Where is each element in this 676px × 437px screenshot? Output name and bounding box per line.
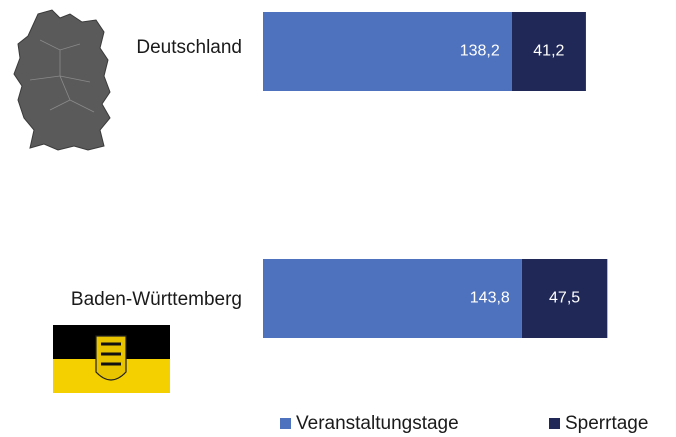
bw-flag [53, 325, 170, 393]
bar-segment [511, 12, 586, 91]
category-label: Deutschland [136, 37, 242, 58]
value-label: 47,5 [549, 290, 580, 307]
legend-label: Sperrtage [565, 413, 648, 434]
value-label: 143,8 [470, 290, 510, 307]
bar-segment [263, 259, 522, 338]
legend-swatch [549, 418, 560, 429]
germany-map [13, 9, 111, 151]
bar-segment [263, 12, 512, 91]
value-label: 41,2 [533, 43, 564, 60]
category-label: Baden-Württemberg [71, 289, 242, 310]
bar-segment [521, 259, 608, 338]
legend-label: Veranstaltungstage [296, 413, 459, 434]
legend-swatch [280, 418, 291, 429]
value-label: 138,2 [460, 43, 500, 60]
